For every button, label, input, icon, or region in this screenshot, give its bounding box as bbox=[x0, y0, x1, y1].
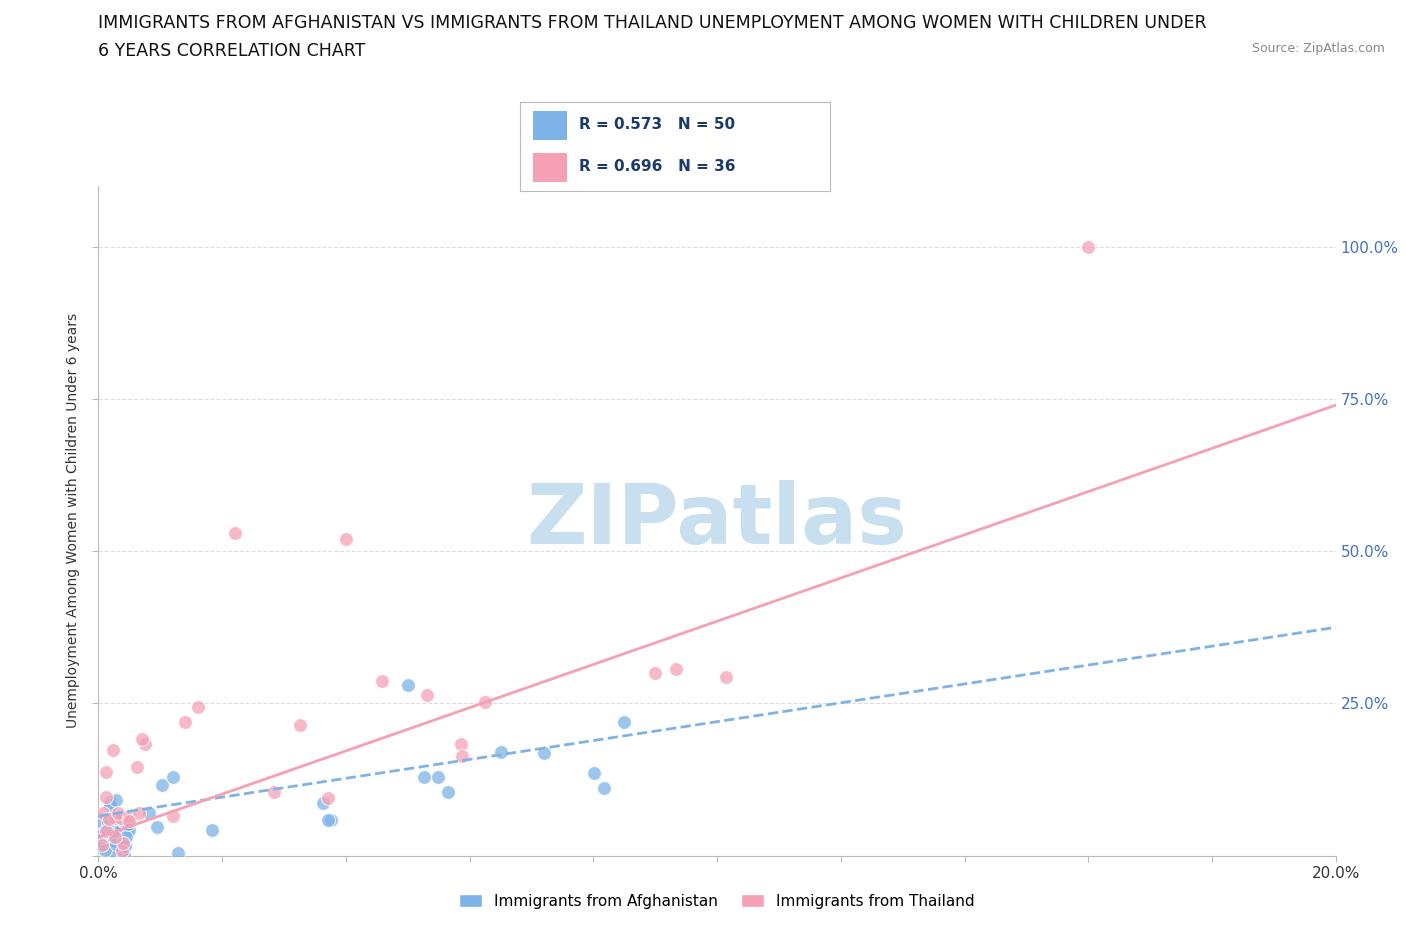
Point bbox=[427, 770, 450, 785]
Point bbox=[90, 838, 112, 853]
Point bbox=[104, 825, 127, 840]
Point bbox=[93, 805, 115, 820]
Text: IMMIGRANTS FROM AFGHANISTAN VS IMMIGRANTS FROM THAILAND UNEMPLOYMENT AMONG WOMEN: IMMIGRANTS FROM AFGHANISTAN VS IMMIGRANT… bbox=[98, 14, 1206, 32]
Point bbox=[89, 814, 111, 829]
Point bbox=[436, 785, 458, 800]
Point bbox=[96, 790, 118, 804]
Point bbox=[162, 808, 184, 823]
Point bbox=[174, 715, 197, 730]
Point bbox=[89, 828, 111, 843]
Point bbox=[111, 835, 134, 850]
Point bbox=[311, 796, 333, 811]
Point bbox=[593, 781, 616, 796]
Point bbox=[94, 843, 117, 857]
Text: R = 0.573   N = 50: R = 0.573 N = 50 bbox=[579, 117, 735, 132]
Point bbox=[319, 813, 342, 828]
Point bbox=[114, 839, 136, 854]
Point bbox=[1077, 239, 1099, 254]
Point bbox=[115, 825, 138, 840]
Point bbox=[474, 695, 496, 710]
Point bbox=[112, 839, 135, 854]
Point bbox=[371, 673, 394, 688]
Point bbox=[664, 662, 686, 677]
Point bbox=[644, 666, 666, 681]
Point bbox=[117, 817, 139, 831]
Point bbox=[316, 812, 339, 827]
Point bbox=[112, 837, 135, 852]
Point bbox=[131, 732, 153, 747]
Point bbox=[111, 844, 134, 858]
Point bbox=[104, 811, 127, 826]
Point bbox=[98, 795, 121, 810]
Point bbox=[117, 822, 139, 837]
Point bbox=[150, 777, 173, 792]
FancyBboxPatch shape bbox=[533, 112, 567, 140]
Point bbox=[118, 814, 141, 829]
Point bbox=[396, 678, 419, 693]
Point bbox=[714, 669, 737, 684]
Point bbox=[104, 841, 127, 856]
Point bbox=[451, 749, 474, 764]
Point bbox=[103, 833, 125, 848]
Point bbox=[335, 532, 357, 547]
Point bbox=[118, 817, 141, 832]
Point bbox=[97, 815, 120, 830]
Point bbox=[100, 813, 122, 828]
Point bbox=[111, 822, 134, 837]
Point bbox=[110, 811, 132, 826]
Point bbox=[112, 834, 135, 849]
Point bbox=[263, 785, 285, 800]
Point bbox=[90, 841, 112, 856]
Point bbox=[112, 813, 135, 828]
Point bbox=[100, 798, 122, 813]
Point bbox=[146, 819, 169, 834]
Point bbox=[98, 812, 121, 827]
Point bbox=[134, 737, 156, 751]
Text: 6 YEARS CORRELATION CHART: 6 YEARS CORRELATION CHART bbox=[98, 42, 366, 60]
Point bbox=[104, 830, 127, 844]
Text: ZIPatlas: ZIPatlas bbox=[527, 480, 907, 562]
Point bbox=[167, 845, 190, 860]
Point bbox=[112, 847, 135, 862]
Text: Source: ZipAtlas.com: Source: ZipAtlas.com bbox=[1251, 42, 1385, 55]
Point bbox=[105, 792, 128, 807]
Point bbox=[128, 806, 150, 821]
Point bbox=[201, 822, 224, 837]
Point bbox=[97, 815, 120, 830]
Point bbox=[87, 832, 110, 847]
Point bbox=[104, 837, 127, 852]
Point bbox=[582, 765, 605, 780]
Point bbox=[450, 737, 472, 751]
Point bbox=[224, 525, 246, 540]
Legend: Immigrants from Afghanistan, Immigrants from Thailand: Immigrants from Afghanistan, Immigrants … bbox=[453, 887, 981, 915]
Point bbox=[94, 764, 117, 779]
Point bbox=[415, 687, 437, 702]
Point bbox=[533, 745, 555, 760]
Point bbox=[101, 743, 124, 758]
Point bbox=[107, 805, 129, 820]
Point bbox=[316, 790, 339, 805]
Point bbox=[186, 699, 208, 714]
Point bbox=[110, 817, 132, 832]
Point bbox=[138, 806, 160, 821]
Y-axis label: Unemployment Among Women with Children Under 6 years: Unemployment Among Women with Children U… bbox=[66, 313, 80, 728]
Point bbox=[98, 845, 121, 860]
Point bbox=[613, 714, 636, 729]
Point bbox=[489, 745, 512, 760]
Point bbox=[114, 830, 136, 844]
Point bbox=[288, 717, 311, 732]
Point bbox=[108, 813, 131, 828]
Point bbox=[96, 822, 118, 837]
Point bbox=[118, 808, 141, 823]
Point bbox=[125, 760, 148, 775]
Text: R = 0.696   N = 36: R = 0.696 N = 36 bbox=[579, 159, 735, 174]
Point bbox=[94, 824, 117, 839]
FancyBboxPatch shape bbox=[533, 153, 567, 182]
Point bbox=[103, 831, 125, 846]
Point bbox=[413, 769, 436, 784]
Point bbox=[162, 769, 184, 784]
